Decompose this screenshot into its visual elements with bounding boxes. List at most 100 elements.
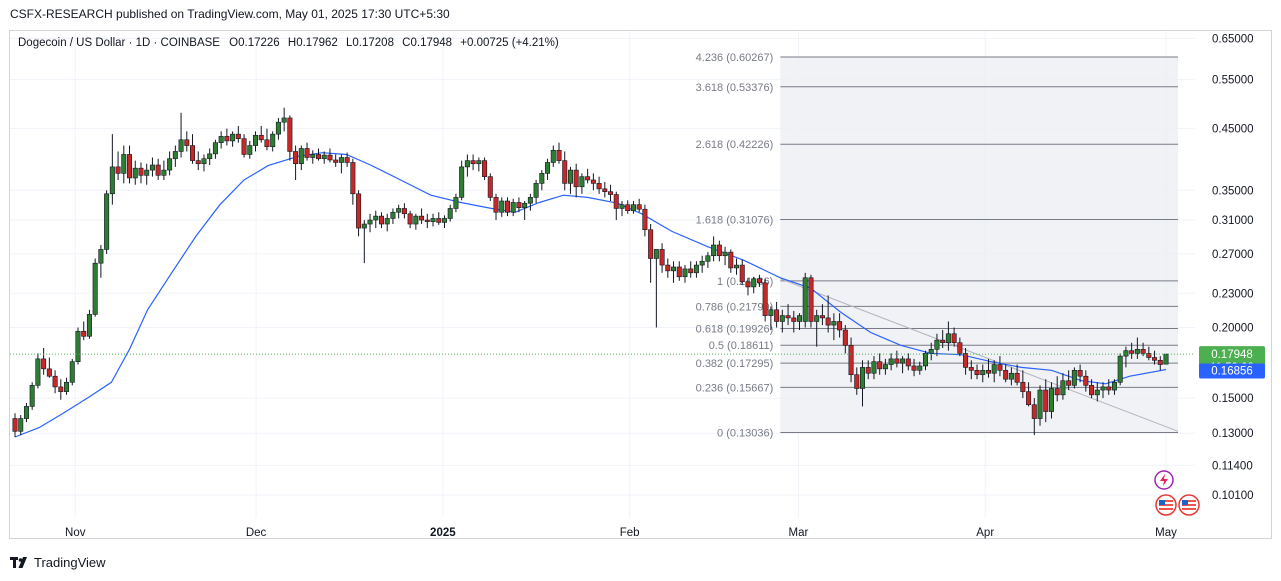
time-axis[interactable]: Nov Dec 2025 Feb Mar Apr May [65, 527, 1177, 539]
candle-body [18, 418, 24, 432]
candle-body [860, 367, 866, 389]
candle-down [419, 208, 425, 225]
candle-up [104, 190, 110, 254]
candle-up [814, 309, 820, 347]
candle-up [734, 258, 740, 275]
candle-down [1003, 364, 1009, 383]
candle-up [396, 204, 402, 219]
fib-level-label: 0.618 (0.19926) [696, 323, 774, 335]
trendline-segment[interactable] [780, 278, 1179, 432]
us-flag-icon[interactable] [1155, 494, 1177, 516]
candle-body [596, 183, 602, 190]
candle-up [86, 309, 92, 339]
candle-up [1111, 379, 1117, 395]
candle-body [247, 145, 253, 155]
candle-down [1157, 356, 1163, 371]
grid [10, 31, 1195, 518]
footer-brand[interactable]: TradingView [34, 555, 106, 570]
fibonacci-extension[interactable]: 4.236 (0.60267) 3.618 (0.53376) 2.618 (0.4… [696, 52, 1178, 440]
candle-down [756, 274, 762, 287]
candle-body [92, 262, 98, 315]
candle-body [333, 159, 339, 163]
candle-body [121, 154, 127, 174]
candle-up [1037, 385, 1043, 426]
fib-level-label: 0 (0.13036) [717, 428, 773, 440]
candle-down [877, 353, 883, 375]
candle-body [201, 158, 207, 165]
candle-body [161, 169, 167, 176]
candle-body [1146, 353, 1152, 358]
candle-down [894, 350, 900, 368]
candle-down [625, 200, 631, 214]
candle-body [682, 268, 688, 278]
candle-down [1031, 398, 1037, 436]
candle-body [900, 358, 906, 364]
fib-level-label: 0.786 (0.21799) [696, 301, 774, 313]
candle-down [562, 151, 568, 191]
candle-up [98, 245, 104, 278]
candle-body [831, 321, 837, 326]
candle-body [378, 215, 384, 225]
candle-body [304, 148, 310, 158]
candle-down [1066, 370, 1072, 391]
fib-zone [780, 56, 1178, 433]
tradingview-logo-icon[interactable] [10, 556, 30, 569]
candle-body [453, 197, 459, 209]
candle-body [699, 261, 705, 266]
candle-up [1163, 353, 1169, 365]
candle-body [1020, 381, 1026, 392]
candle-body [1129, 350, 1135, 354]
candle-body [797, 315, 803, 322]
flash-icon[interactable] [1154, 470, 1174, 490]
candle-down [1140, 342, 1146, 357]
candle-body [619, 204, 625, 209]
candle-body [1026, 391, 1032, 406]
candle-body [562, 160, 568, 184]
candle-body [436, 218, 442, 223]
us-flag-icon[interactable] [1178, 494, 1200, 516]
candle-down [997, 356, 1003, 377]
candle-up [321, 151, 327, 164]
candle-body [739, 264, 745, 283]
candle-down [356, 190, 362, 237]
candle-body [413, 215, 419, 225]
candle-body [888, 358, 894, 365]
y-tick-label: 0.23000 [1212, 288, 1254, 300]
candle-up [567, 166, 573, 194]
candle-body [1106, 386, 1112, 391]
candle-down [951, 327, 957, 347]
candle-body [711, 244, 717, 257]
candle-body [980, 369, 986, 376]
candle-body [310, 154, 316, 158]
candle-down [195, 151, 201, 171]
candle-down [985, 358, 991, 378]
y-tick-label: 0.10100 [1212, 490, 1254, 502]
candle-down [470, 154, 476, 171]
candle-down [184, 131, 190, 152]
candle-up [1100, 382, 1106, 399]
candle-body [81, 330, 87, 337]
candle-body [533, 183, 539, 198]
trendline[interactable] [780, 278, 1179, 432]
candle-body [235, 133, 241, 139]
candle-body [1083, 375, 1089, 386]
candle-up [1117, 353, 1123, 386]
candle-body [957, 342, 963, 354]
candle-body [178, 139, 184, 152]
candle-down [590, 173, 596, 191]
candle-down [436, 212, 442, 225]
candle-body [144, 169, 150, 176]
candle-up [149, 157, 155, 177]
price-axis[interactable]: 0.65000 0.55000 0.45000 0.35000 0.31000 0.270… [1212, 33, 1254, 502]
candle-up [751, 276, 757, 294]
candle-down [676, 261, 682, 281]
candle-down [115, 151, 121, 180]
candle-body [785, 315, 791, 319]
candle-body [940, 339, 946, 344]
candle-down [1020, 370, 1026, 399]
candle-body [230, 133, 236, 142]
candle-body [298, 148, 304, 165]
candle-body [1134, 349, 1140, 354]
candle-down [585, 168, 591, 184]
